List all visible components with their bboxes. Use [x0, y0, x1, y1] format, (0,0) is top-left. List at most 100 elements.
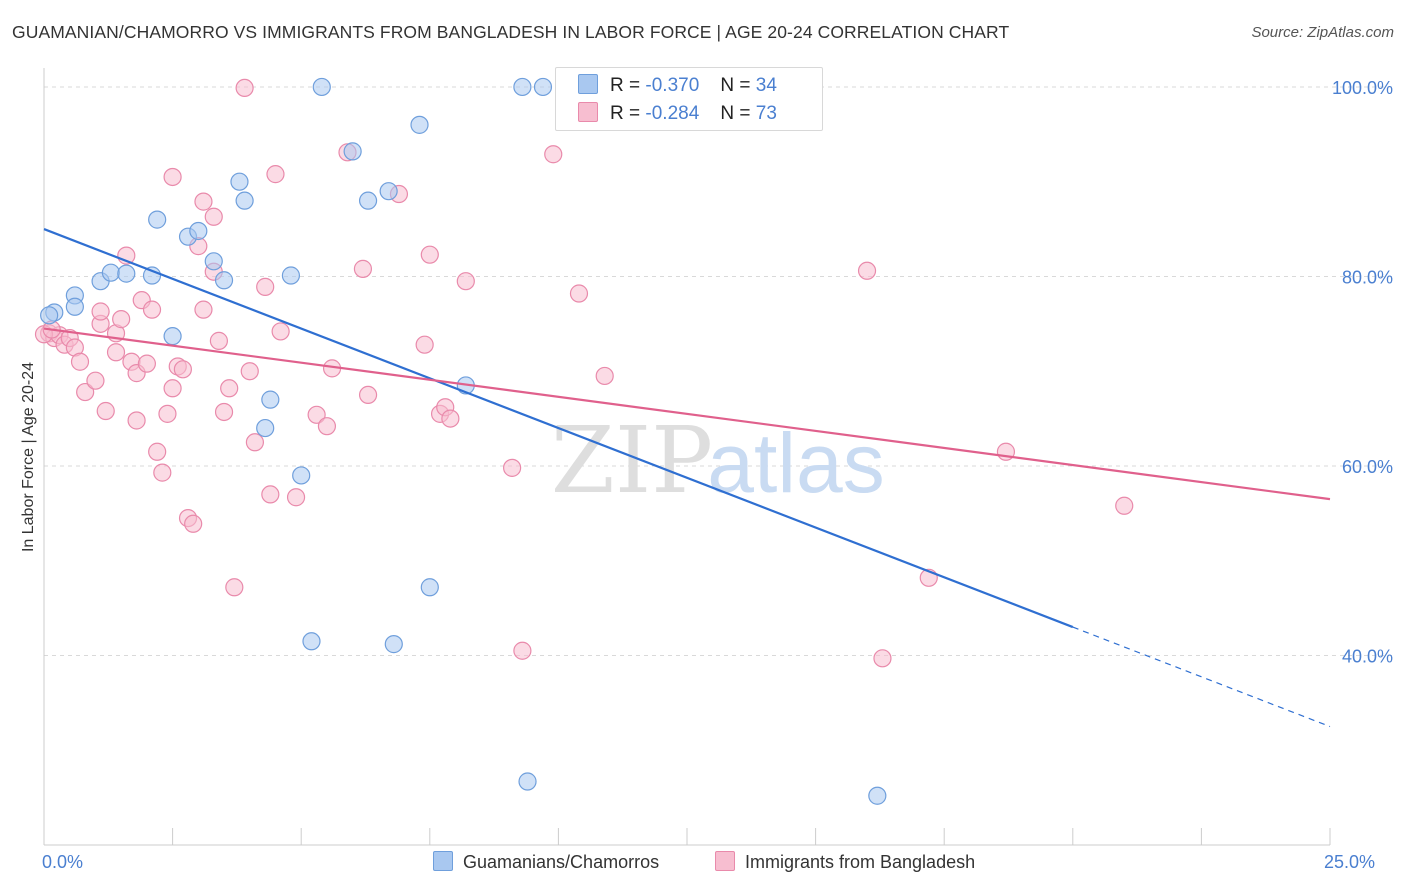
legend-n-label: N = — [720, 75, 751, 96]
data-point-bangladesh — [456, 272, 475, 291]
data-point-bangladesh — [256, 277, 275, 296]
data-point-guamanian — [163, 327, 182, 346]
data-point-bangladesh — [420, 245, 439, 264]
data-point-bangladesh — [317, 417, 337, 436]
data-point-guamanian — [189, 221, 208, 241]
data-point-bangladesh — [441, 409, 460, 428]
legend-swatch-blue — [578, 73, 598, 94]
data-point-guamanian — [261, 390, 280, 409]
y-tick-label: 40.0% — [1342, 646, 1393, 666]
legend-swatch-pink — [715, 851, 735, 872]
data-point-guamanian — [868, 786, 887, 805]
grid-lines — [44, 86, 1392, 656]
correlation-legend: R = -0.370 N = 34 R = -0.284 N = 73 — [555, 67, 823, 131]
data-point-bangladesh — [873, 649, 892, 668]
legend-row-bangladesh: R = -0.284 N = 73 — [578, 101, 777, 125]
data-point-bangladesh — [137, 354, 156, 373]
data-point-bangladesh — [163, 167, 182, 187]
data-point-guamanian — [40, 306, 59, 325]
data-point-bangladesh — [415, 335, 434, 354]
data-point-bangladesh — [266, 165, 285, 184]
data-point-guamanian — [358, 191, 378, 210]
data-point-bangladesh — [184, 514, 203, 533]
trend-line-bangladesh — [43, 327, 1331, 501]
data-point-guamanian — [533, 77, 553, 97]
bottom-legend-label: Guamanians/Chamorros — [463, 852, 660, 872]
watermark: ZIP atlas — [551, 407, 885, 514]
data-point-bangladesh — [503, 458, 522, 477]
data-point-bangladesh — [96, 401, 115, 421]
data-point-guamanian — [292, 466, 311, 485]
data-point-guamanian — [256, 418, 275, 438]
data-point-guamanian — [148, 210, 167, 229]
data-point-bangladesh — [127, 411, 146, 430]
data-point-bangladesh — [194, 192, 213, 211]
data-point-guamanian — [117, 264, 136, 283]
legend-r-value: -0.284 — [645, 103, 700, 124]
legend-r-label: R = — [610, 103, 641, 124]
y-tick-label: 60.0% — [1342, 457, 1393, 477]
data-point-guamanian — [379, 182, 398, 201]
data-point-bangladesh — [106, 343, 126, 362]
data-point-bangladesh — [204, 207, 223, 226]
y-tick-labels: 40.0% 60.0% 80.0% 100.0% — [1332, 78, 1393, 667]
trend-line-guamanian — [43, 228, 1074, 629]
data-point-guamanian — [204, 252, 223, 271]
trend-lines — [43, 228, 1331, 728]
x-tick-label-min: 0.0% — [42, 852, 84, 872]
data-point-bangladesh — [544, 145, 563, 164]
data-point-bangladesh — [194, 300, 213, 319]
data-point-bangladesh — [286, 488, 306, 507]
data-point-bangladesh — [76, 382, 95, 402]
y-tick-label: 100.0% — [1332, 78, 1393, 98]
data-point-bangladesh — [261, 485, 280, 504]
data-point-guamanian — [65, 297, 84, 316]
source-label: Source: ZipAtlas.com — [1251, 24, 1394, 41]
data-point-bangladesh — [70, 352, 90, 371]
data-point-guamanian — [214, 271, 234, 290]
data-point-bangladesh — [112, 310, 131, 329]
data-point-bangladesh — [235, 78, 254, 97]
data-point-bangladesh — [225, 578, 244, 597]
legend-n-value: 73 — [755, 103, 777, 124]
y-axis-label: In Labor Force | Age 20-24 — [20, 361, 37, 553]
legend-row-guamanian: R = -0.370 N = 34 — [578, 73, 777, 97]
series-guamanian-points — [40, 77, 887, 805]
data-point-bangladesh — [220, 379, 239, 398]
data-point-guamanian — [384, 635, 403, 654]
data-point-guamanian — [101, 263, 120, 282]
data-point-bangladesh — [173, 360, 192, 379]
data-point-guamanian — [410, 115, 429, 134]
watermark-atlas: atlas — [707, 416, 884, 510]
legend-swatch-blue — [433, 851, 453, 872]
data-point-guamanian — [142, 266, 162, 285]
data-point-bangladesh — [353, 259, 373, 278]
data-point-bangladesh — [91, 302, 110, 321]
data-point-guamanian — [281, 266, 301, 285]
chart-title: GUAMANIAN/CHAMORRO VS IMMIGRANTS FROM BA… — [12, 22, 1010, 42]
watermark-zip: ZIP — [551, 407, 713, 514]
data-point-guamanian — [343, 142, 362, 161]
data-point-bangladesh — [86, 371, 105, 390]
data-point-bangladesh — [209, 331, 228, 350]
legend-n-label: N = — [720, 103, 751, 124]
series-bangladesh-points — [34, 78, 1134, 668]
data-point-bangladesh — [142, 300, 162, 319]
data-point-bangladesh — [569, 284, 589, 303]
data-point-guamanian — [312, 77, 331, 97]
data-point-bangladesh — [240, 362, 259, 381]
data-point-bangladesh — [271, 322, 290, 341]
data-point-bangladesh — [595, 366, 614, 386]
data-point-guamanian — [420, 578, 439, 597]
data-point-bangladesh — [1115, 496, 1134, 515]
data-point-bangladesh — [153, 463, 172, 482]
data-point-bangladesh — [158, 404, 177, 423]
data-point-guamanian — [513, 77, 532, 97]
legend-swatch-pink — [578, 101, 598, 122]
axes — [43, 68, 1331, 846]
data-point-guamanian — [235, 191, 254, 210]
data-point-guamanian — [230, 172, 249, 191]
x-tick-label-max: 25.0% — [1324, 852, 1376, 872]
data-point-bangladesh — [148, 442, 167, 461]
